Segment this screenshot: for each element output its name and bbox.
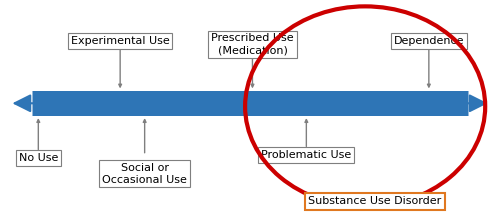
Text: Experimental Use: Experimental Use bbox=[71, 36, 170, 46]
Text: Prescribed Use
(Medication): Prescribed Use (Medication) bbox=[211, 34, 294, 55]
Text: Social or
Occasional Use: Social or Occasional Use bbox=[102, 163, 187, 185]
Text: No Use: No Use bbox=[18, 153, 58, 163]
Text: Problematic Use: Problematic Use bbox=[261, 150, 352, 160]
Text: Substance Use Disorder: Substance Use Disorder bbox=[308, 196, 442, 206]
Text: Dependence: Dependence bbox=[394, 36, 464, 46]
